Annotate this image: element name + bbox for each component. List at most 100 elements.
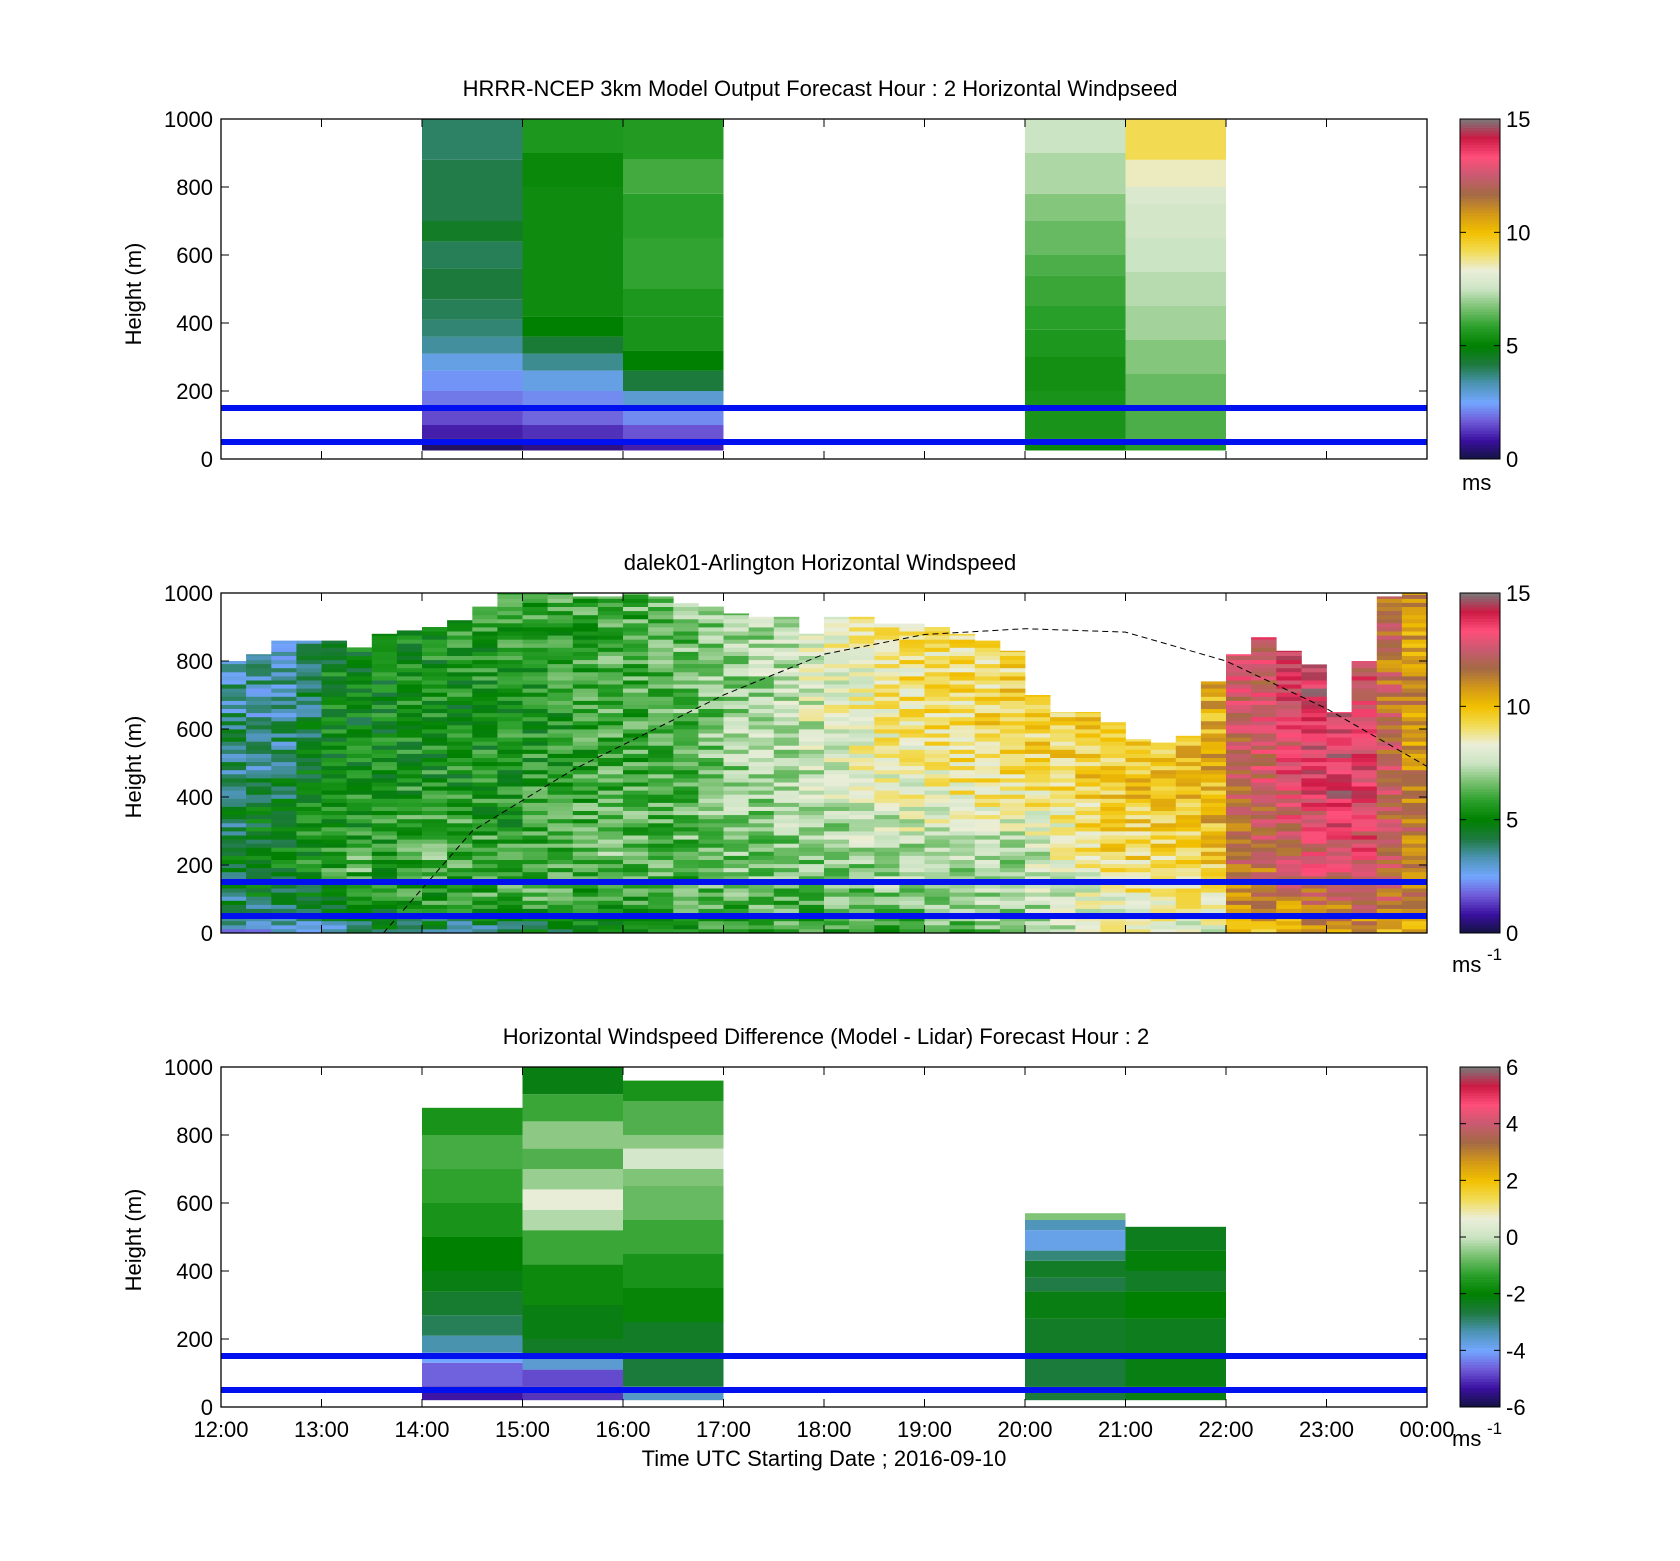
heatmap-cell	[497, 818, 523, 824]
heatmap-cell	[1276, 692, 1302, 697]
colorbar-segment	[1460, 433, 1500, 437]
heatmap-cell	[422, 745, 448, 750]
heatmap-cell	[572, 761, 599, 767]
heatmap-cell	[648, 712, 674, 718]
heatmap-cell	[773, 835, 800, 840]
heatmap-cell	[1050, 753, 1076, 758]
heatmap-cell	[597, 596, 624, 599]
heatmap-cell	[1401, 712, 1428, 718]
heatmap-cell	[547, 920, 574, 926]
heatmap-cell	[1301, 765, 1327, 771]
heatmap-cell	[1351, 814, 1378, 820]
heatmap-cell	[422, 786, 448, 791]
heatmap-cell	[497, 700, 523, 705]
colorbar-segment	[1460, 272, 1500, 276]
heatmap-cell	[547, 859, 574, 865]
heatmap-cell	[648, 596, 674, 599]
heatmap-cell	[723, 720, 749, 726]
heatmap-cell	[371, 892, 398, 897]
heatmap-cell	[597, 863, 624, 869]
heatmap-cell	[849, 851, 875, 856]
heatmap-cell	[1226, 859, 1252, 865]
heatmap-cell	[1376, 639, 1403, 644]
heatmap-cell	[623, 391, 724, 408]
heatmap-cell	[422, 888, 448, 893]
heatmap-cell	[623, 159, 724, 194]
heatmap-cell	[673, 761, 699, 767]
heatmap-cell	[1200, 692, 1227, 697]
heatmap-cell	[748, 786, 775, 791]
heatmap-cell	[1125, 119, 1226, 160]
heatmap-cell	[648, 765, 674, 771]
heatmap-cell	[849, 920, 875, 926]
heatmap-cell	[723, 692, 749, 697]
heatmap-cell	[1050, 802, 1076, 807]
heatmap-cell	[698, 839, 724, 844]
heatmap-cell	[472, 667, 498, 673]
heatmap-cell	[623, 671, 649, 677]
heatmap-cell	[1025, 153, 1126, 194]
heatmap-cell	[1175, 745, 1202, 750]
heatmap-cell	[522, 835, 548, 840]
heatmap-cell	[1251, 696, 1277, 701]
heatmap-cell	[874, 875, 900, 881]
heatmap-cell	[673, 692, 699, 697]
colorbar-segment	[1460, 1078, 1500, 1082]
colorbar-segment	[1460, 1310, 1500, 1314]
heatmap-cell	[271, 676, 297, 681]
heatmap-cell	[773, 647, 800, 652]
heatmap-cell	[698, 810, 724, 816]
colorbar-segment	[1460, 1316, 1500, 1320]
heatmap-cell	[597, 708, 624, 714]
heatmap-cell	[1226, 654, 1252, 656]
heatmap-cell	[1276, 729, 1302, 734]
heatmap-cell	[949, 667, 976, 673]
heatmap-cell	[497, 696, 523, 701]
heatmap-cell	[597, 684, 624, 689]
heatmap-cell	[974, 798, 1001, 803]
heatmap-cell	[547, 712, 574, 718]
heatmap-cell	[949, 871, 976, 877]
heatmap-cell	[698, 765, 724, 771]
heatmap-cell	[773, 896, 800, 901]
heatmap-cell	[698, 651, 724, 656]
heatmap-cell	[1075, 831, 1101, 836]
heatmap-cell	[321, 814, 347, 820]
heatmap-cell	[396, 630, 423, 632]
heatmap-cell	[597, 802, 624, 807]
heatmap-cell	[497, 614, 523, 620]
colorbar-segment	[1460, 1339, 1500, 1343]
heatmap-cell	[572, 753, 599, 758]
heatmap-cell	[748, 920, 775, 926]
heatmap-cell	[472, 631, 498, 636]
heatmap-cell	[1025, 761, 1051, 767]
colorbar-segment	[1460, 1378, 1500, 1382]
heatmap-cell	[773, 741, 800, 746]
heatmap-cell	[547, 814, 574, 820]
heatmap-cell	[497, 875, 523, 881]
heatmap-cell	[1301, 786, 1327, 791]
heatmap-cell	[1376, 684, 1403, 689]
heatmap-cell	[673, 749, 699, 754]
heatmap-cell	[1376, 847, 1403, 852]
heatmap-cell	[1401, 875, 1428, 881]
heatmap-cell	[1251, 680, 1277, 685]
heatmap-cell	[497, 671, 523, 677]
heatmap-cell	[1075, 712, 1101, 714]
heatmap-cell	[723, 761, 749, 767]
colorbar-segment	[1460, 1344, 1500, 1348]
heatmap-cell	[1075, 778, 1101, 783]
heatmap-cell	[999, 720, 1026, 726]
heatmap-cell	[1376, 606, 1403, 612]
colorbar-segment	[1460, 306, 1500, 310]
heatmap-cell	[673, 639, 699, 644]
heatmap-cell	[1226, 892, 1252, 897]
heatmap-cell	[1050, 822, 1076, 828]
heatmap-cell	[1301, 753, 1327, 758]
colorbar-segment	[1460, 444, 1500, 449]
heatmap-cell	[321, 651, 347, 656]
heatmap-cell	[1401, 631, 1428, 636]
y-tick-label: 1000	[164, 581, 213, 606]
heatmap-cell	[673, 704, 699, 709]
colorbar-segment	[1460, 615, 1500, 619]
